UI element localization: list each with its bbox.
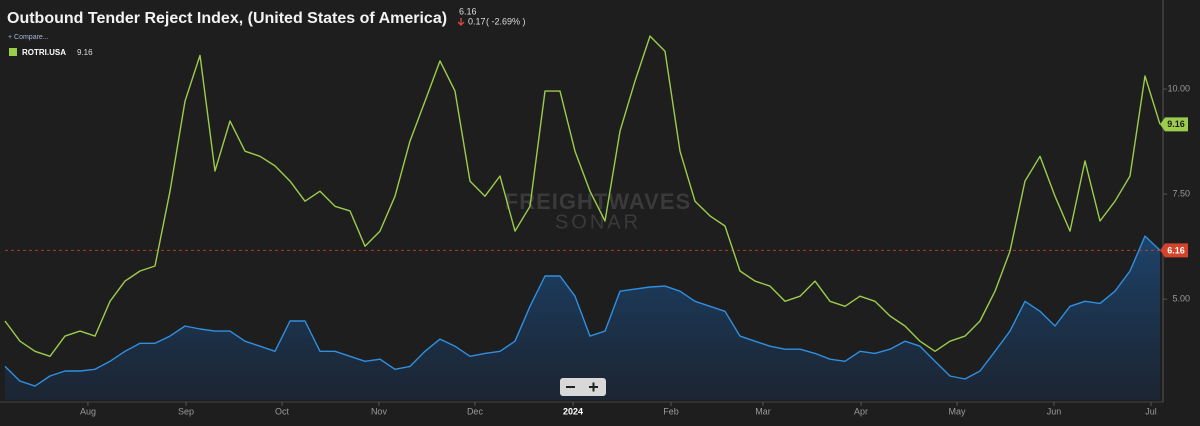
y-tick-label: 7.50 bbox=[1172, 188, 1190, 198]
x-tick-label: May bbox=[949, 406, 967, 416]
zoom-in-button[interactable] bbox=[589, 382, 598, 392]
x-tick-label: Jun bbox=[1047, 406, 1062, 416]
series-line bbox=[4, 35, 1161, 357]
change-value: 0.17 bbox=[468, 16, 486, 26]
x-tick-label: Mar bbox=[755, 406, 771, 416]
y-tick-label: 5.00 bbox=[1172, 294, 1190, 304]
x-tick-label: 2024 bbox=[563, 406, 583, 416]
x-tick-label: Apr bbox=[854, 406, 868, 416]
x-tick-label: Dec bbox=[467, 406, 484, 416]
x-tick-label: Oct bbox=[275, 406, 290, 416]
x-tick-label: Sep bbox=[178, 406, 194, 416]
watermark-text: SONAR bbox=[555, 211, 641, 233]
last-value-tag bbox=[1160, 243, 1188, 258]
zoom-controls bbox=[560, 378, 606, 396]
current-value: 6.16 bbox=[459, 6, 477, 16]
chart-title: Outbound Tender Reject Index, (United St… bbox=[7, 10, 447, 27]
compare-button[interactable]: + Compare... bbox=[8, 34, 49, 41]
series-line bbox=[4, 235, 1161, 387]
x-tick-label: Jul bbox=[1145, 406, 1157, 416]
x-tick-label: Aug bbox=[80, 406, 96, 416]
last-value-tag bbox=[1160, 117, 1188, 132]
legend-label: ROTRI.USA bbox=[22, 48, 66, 57]
axes: 5.00 7.50 10.00 Aug Sep Oct Nov Dec 2024 Feb Mar Ap… bbox=[80, 83, 1190, 416]
down-arrow-icon bbox=[457, 18, 465, 26]
change-percent: ( -2.69% ) bbox=[486, 16, 526, 26]
last-value-label: 6.16 bbox=[1167, 245, 1185, 255]
last-value-label: 9.16 bbox=[1167, 119, 1185, 129]
y-tick-label: 10.00 bbox=[1167, 83, 1190, 93]
x-tick-label: Feb bbox=[663, 406, 679, 416]
watermark-text: FREIGHTWAVES bbox=[505, 189, 691, 214]
x-tick-label: Nov bbox=[371, 406, 388, 416]
plot-area bbox=[4, 35, 1163, 400]
legend-swatch bbox=[9, 48, 17, 56]
legend-value: 9.16 bbox=[77, 48, 93, 57]
